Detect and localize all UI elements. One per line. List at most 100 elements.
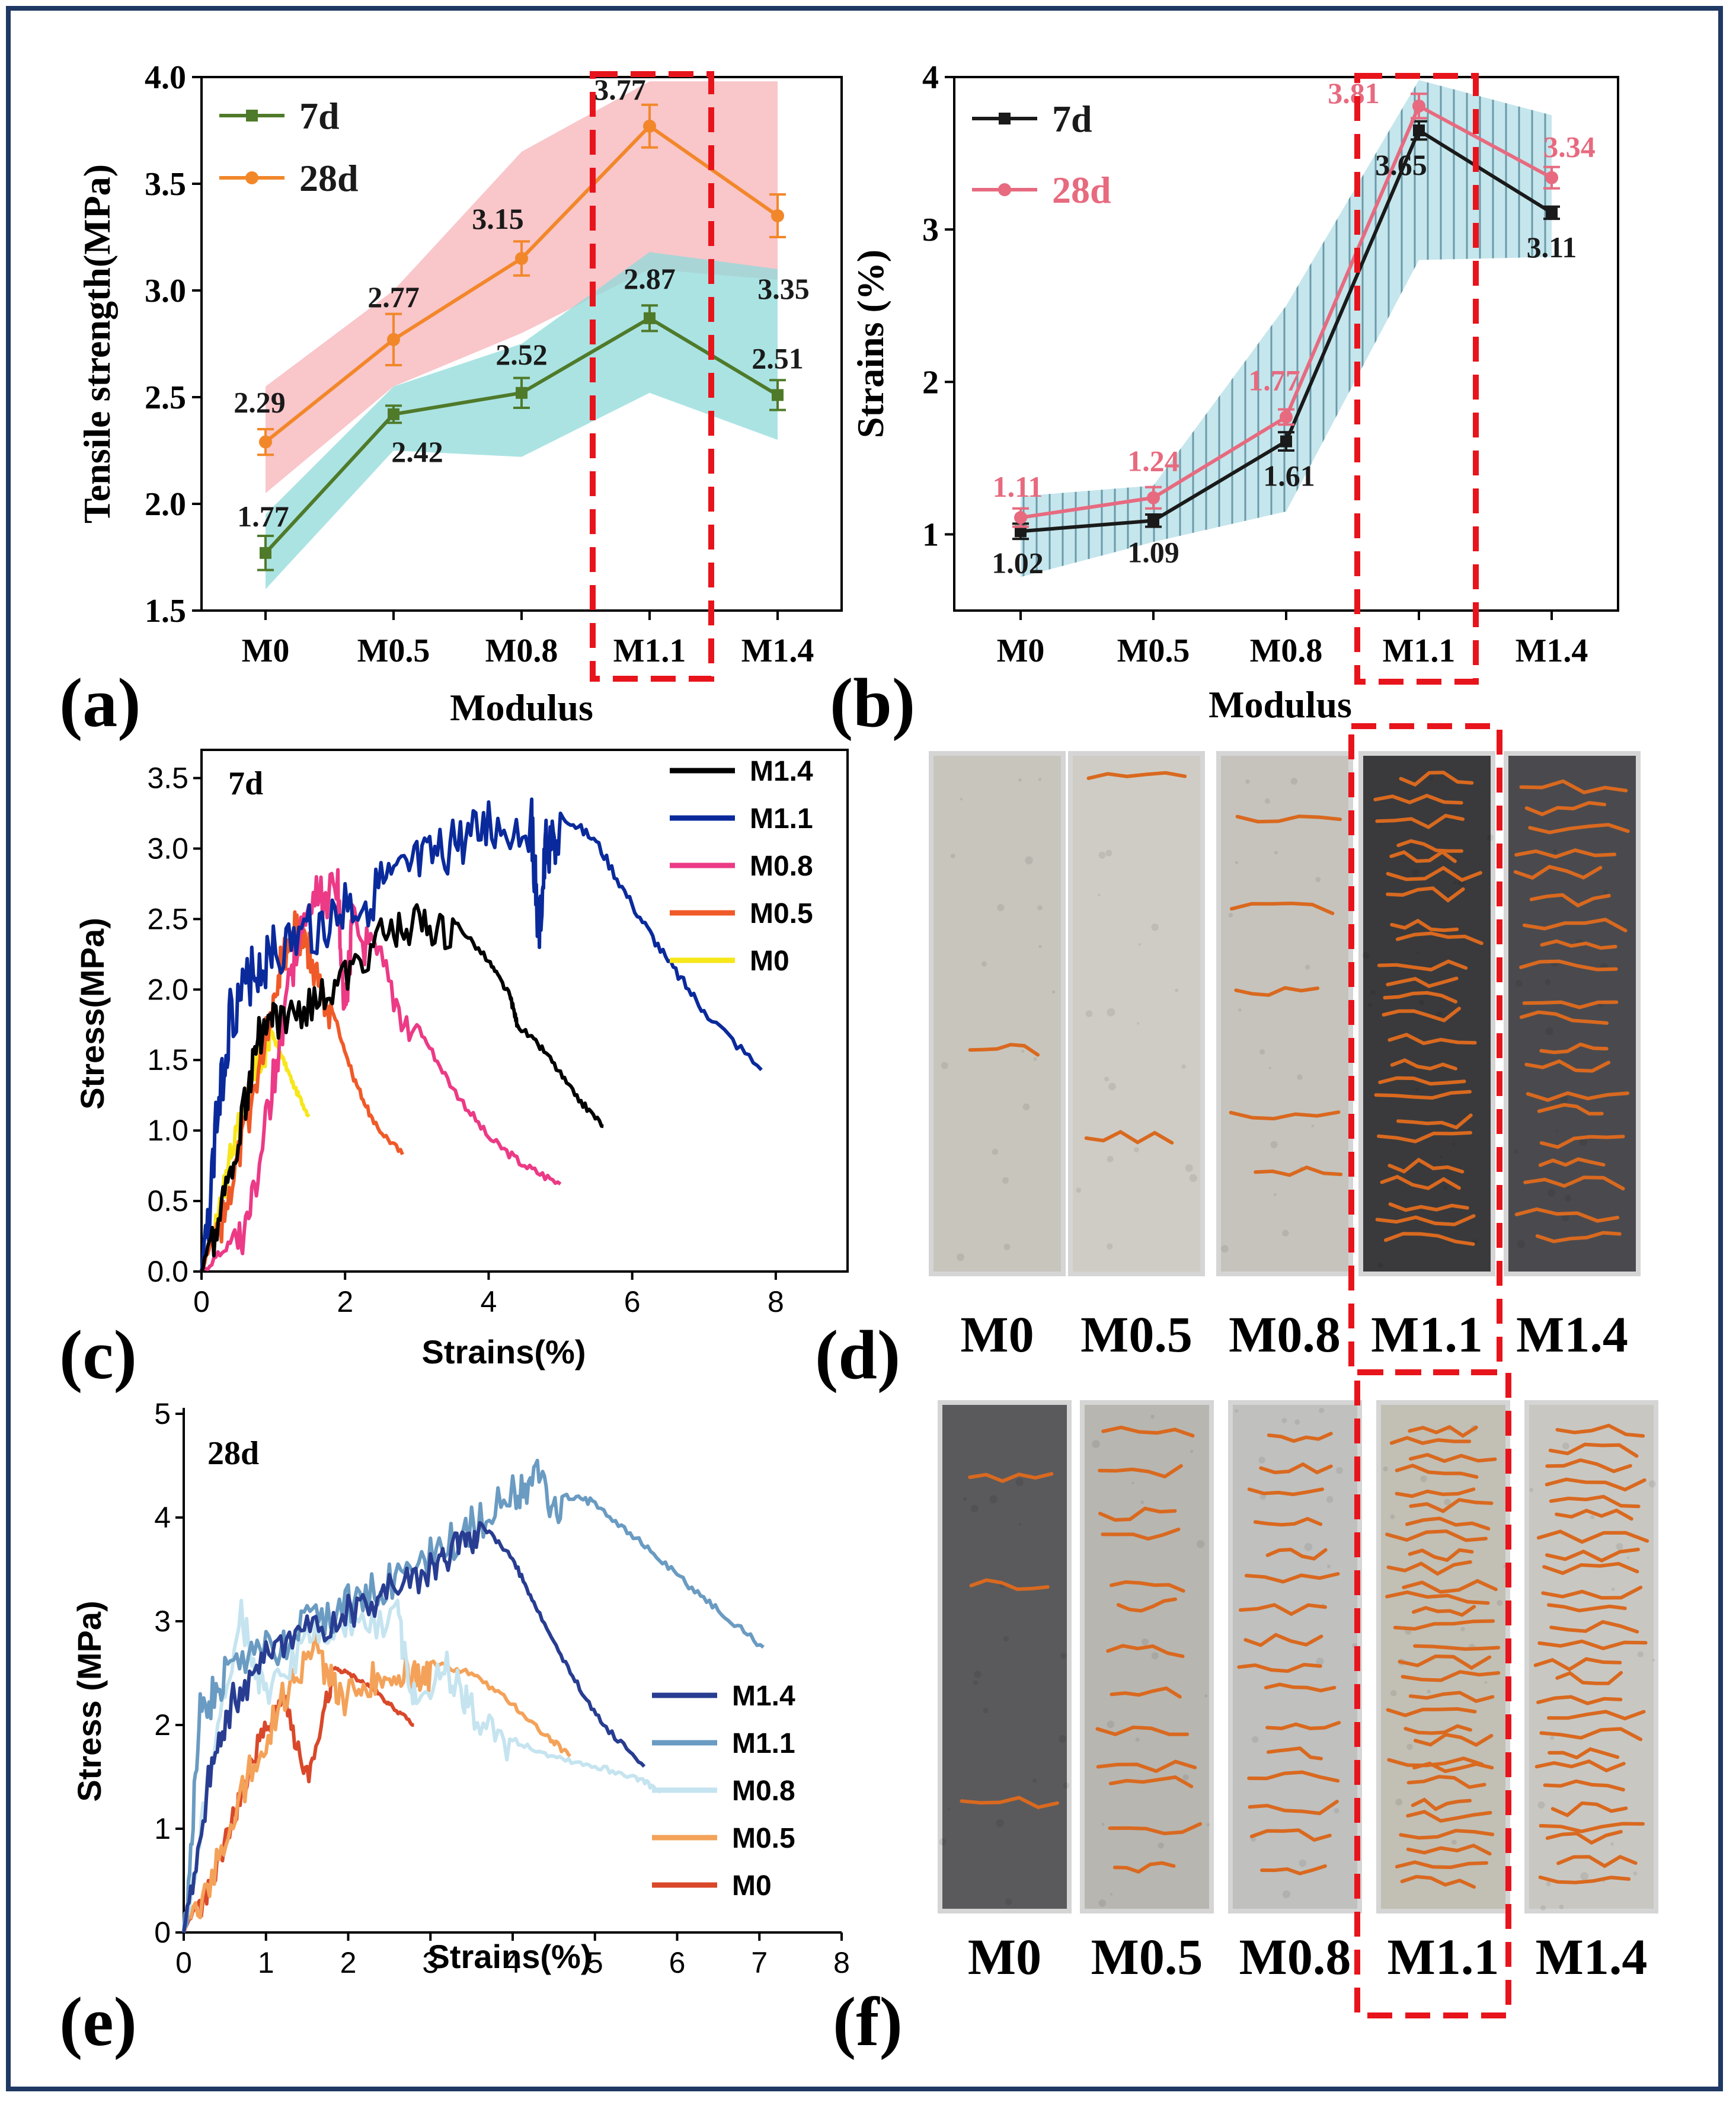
specimen-pore — [1540, 1905, 1546, 1911]
specimen-pore — [1562, 1442, 1569, 1450]
specimen-crack — [1249, 1828, 1332, 1842]
specimen-crack — [1247, 1770, 1340, 1783]
panel-a-point — [644, 312, 656, 324]
specimen-pore — [1038, 777, 1042, 781]
specimen-pore — [1141, 1638, 1149, 1646]
specimen-pore — [1151, 1652, 1159, 1660]
specimen-crack — [1110, 1686, 1182, 1699]
specimen-pore — [1418, 999, 1425, 1006]
specimen-crack — [1406, 1810, 1492, 1823]
panel-e-xlabel: Strains(%) — [428, 1938, 592, 1975]
specimen-crack — [1110, 1580, 1185, 1593]
specimen-crack — [1390, 1058, 1457, 1071]
specimen-label: M1.1 — [1387, 1928, 1500, 1985]
specimen-pore — [1420, 1475, 1427, 1483]
specimen-pore — [1580, 1872, 1588, 1880]
specimen-crack — [1537, 1103, 1604, 1116]
panel-a-data-label: 1.77 — [237, 500, 289, 533]
specimen-crack — [1406, 1844, 1492, 1856]
specimen-crack — [1395, 1860, 1488, 1870]
specimen-pore — [974, 1670, 982, 1678]
specimen-crack — [1399, 771, 1474, 787]
specimen-d-M0 — [933, 756, 1061, 1272]
specimen-pore — [1545, 979, 1551, 985]
specimen-crack — [1375, 1214, 1476, 1226]
specimen-pore — [1098, 1899, 1106, 1907]
specimen-pore — [1181, 1064, 1187, 1069]
specimen-label: M0.8 — [1229, 1306, 1341, 1363]
panel-a-legend-marker — [245, 171, 258, 184]
specimen-crack — [1385, 1529, 1488, 1542]
specimen-pore — [1005, 1898, 1012, 1905]
specimen-pore — [1326, 1496, 1334, 1503]
specimen-crack — [1543, 1779, 1625, 1792]
specimen-pore — [1107, 1008, 1115, 1017]
specimen-crack — [1411, 1797, 1472, 1812]
specimen-pore — [1107, 1155, 1114, 1162]
panel-e-curve-M1.4 — [182, 1520, 646, 1933]
specimen-crack — [1539, 1727, 1643, 1742]
specimen-crack — [1265, 1548, 1328, 1561]
specimen-crack — [1264, 1682, 1337, 1692]
specimen-pore — [1259, 1049, 1265, 1055]
specimen-pore — [1019, 1523, 1022, 1526]
specimen-pore — [1290, 778, 1298, 785]
specimen-crack — [1116, 1597, 1177, 1613]
specimen-pore — [973, 1680, 979, 1685]
specimen-pore — [1140, 1500, 1144, 1504]
specimen-pore — [1175, 988, 1179, 992]
specimen-crack — [1396, 839, 1463, 853]
specimen-pore — [1135, 1737, 1140, 1742]
specimen-crack — [968, 1043, 1040, 1057]
specimen-pore — [1564, 1194, 1572, 1202]
specimen-pore — [960, 798, 963, 801]
specimen-crack — [1555, 1423, 1645, 1438]
specimen-pore — [1282, 1890, 1290, 1899]
specimen-crack — [1540, 939, 1617, 950]
specimen-pore — [1138, 943, 1142, 946]
panel-c-legend-label: M1.4 — [750, 756, 813, 787]
specimen-crack — [1542, 1561, 1639, 1576]
specimen-crack — [1409, 1497, 1494, 1513]
specimen-pore — [1185, 1164, 1193, 1173]
panel-c-ytick-label: 0.5 — [147, 1184, 188, 1218]
specimen-crack — [1112, 1861, 1176, 1874]
specimen-crack — [1549, 1619, 1639, 1634]
specimen-crack — [1389, 1436, 1472, 1445]
specimen-crack — [1234, 986, 1320, 997]
panel-c-xtick-label: 4 — [481, 1285, 497, 1318]
panel-b-data-label: 3.11 — [1527, 231, 1577, 264]
specimen-pore — [1051, 990, 1056, 994]
specimen-crack — [1373, 793, 1463, 805]
panel-b-xlabel: Modulus — [1209, 683, 1352, 726]
specimen-pore — [1105, 849, 1112, 857]
panel-a-data-label: 2.87 — [624, 262, 676, 295]
specimen-crack — [1413, 1733, 1494, 1748]
panel-e-legend-label: M1.1 — [732, 1728, 795, 1759]
specimen-pore — [1305, 964, 1310, 970]
specimen-crack — [1535, 1231, 1622, 1244]
panel-a-ytick-label: 1.5 — [145, 593, 186, 630]
specimen-d-M0.5 — [1073, 756, 1200, 1272]
specimen-pore — [981, 961, 987, 967]
specimen-pore — [1452, 1142, 1456, 1146]
panel-a-data-label: 2.42 — [391, 435, 443, 468]
specimen-f-M0 — [942, 1405, 1067, 1909]
panel-c-plot-frame — [200, 749, 849, 1273]
specimen-pore — [1134, 1147, 1139, 1153]
panel-c-ytick-label: 0.0 — [147, 1255, 188, 1288]
specimen-crack — [1519, 1010, 1609, 1025]
specimen-pore — [1390, 1514, 1395, 1519]
panel-a-ytick-label: 4.0 — [145, 59, 186, 96]
panel-f-specimens-28d: M0 M0.5 M0.8 M1.1 M1.4 (f) — [833, 1369, 1658, 2061]
specimen-pore — [1610, 1842, 1614, 1846]
panel-e-xtick-label: 4 — [504, 1946, 521, 1979]
specimen-pore — [1002, 1177, 1009, 1184]
panel-b-point — [1280, 410, 1293, 424]
specimen-crack — [1405, 1516, 1491, 1531]
panel-e-curve-M0 — [182, 1666, 414, 1933]
panel-c-ytick-label: 1.5 — [147, 1043, 188, 1076]
panel-a-ytick-label: 2.5 — [145, 379, 186, 416]
specimen-crack — [1524, 1059, 1610, 1073]
specimen-crack — [1096, 1759, 1197, 1774]
